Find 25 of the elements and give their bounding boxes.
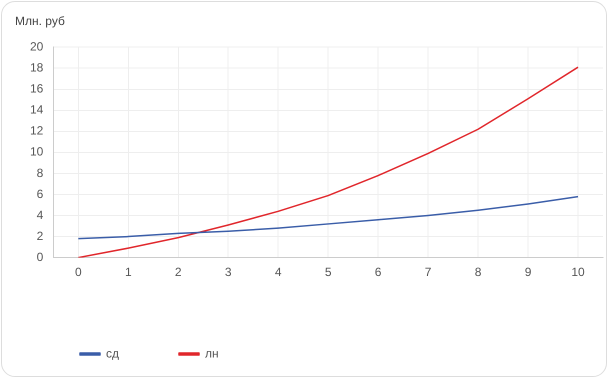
y-tick-label: 16 — [30, 82, 44, 96]
x-tick-label: 1 — [124, 265, 132, 280]
y-tick-label: 18 — [30, 60, 44, 75]
legend-label: лн — [205, 346, 219, 360]
y-tick-label: 14 — [30, 102, 44, 117]
x-tick-label: 3 — [224, 265, 232, 280]
legend-label: сд — [106, 346, 120, 360]
y-tick-label: 20 — [30, 40, 44, 54]
y-tick-label: 6 — [36, 186, 44, 201]
x-tick-label: 9 — [524, 265, 532, 280]
y-tick-label: 10 — [30, 144, 44, 159]
x-tick-label: 7 — [424, 265, 432, 280]
y-tick-label: 12 — [30, 124, 44, 138]
y-axis-title: Млн. руб — [15, 14, 65, 28]
x-tick-label: 5 — [324, 265, 332, 280]
x-tick-label: 10 — [571, 265, 586, 280]
x-tick-label: 8 — [474, 265, 482, 280]
y-tick-label: 0 — [36, 250, 44, 264]
x-tick-label: 6 — [374, 265, 382, 280]
x-tick-label: 0 — [74, 265, 82, 280]
x-tick-label: 2 — [174, 265, 182, 280]
y-tick-label: 2 — [36, 228, 44, 243]
x-tick-label: 4 — [274, 265, 282, 280]
y-tick-label: 4 — [36, 208, 44, 222]
y-tick-label: 8 — [36, 166, 44, 180]
